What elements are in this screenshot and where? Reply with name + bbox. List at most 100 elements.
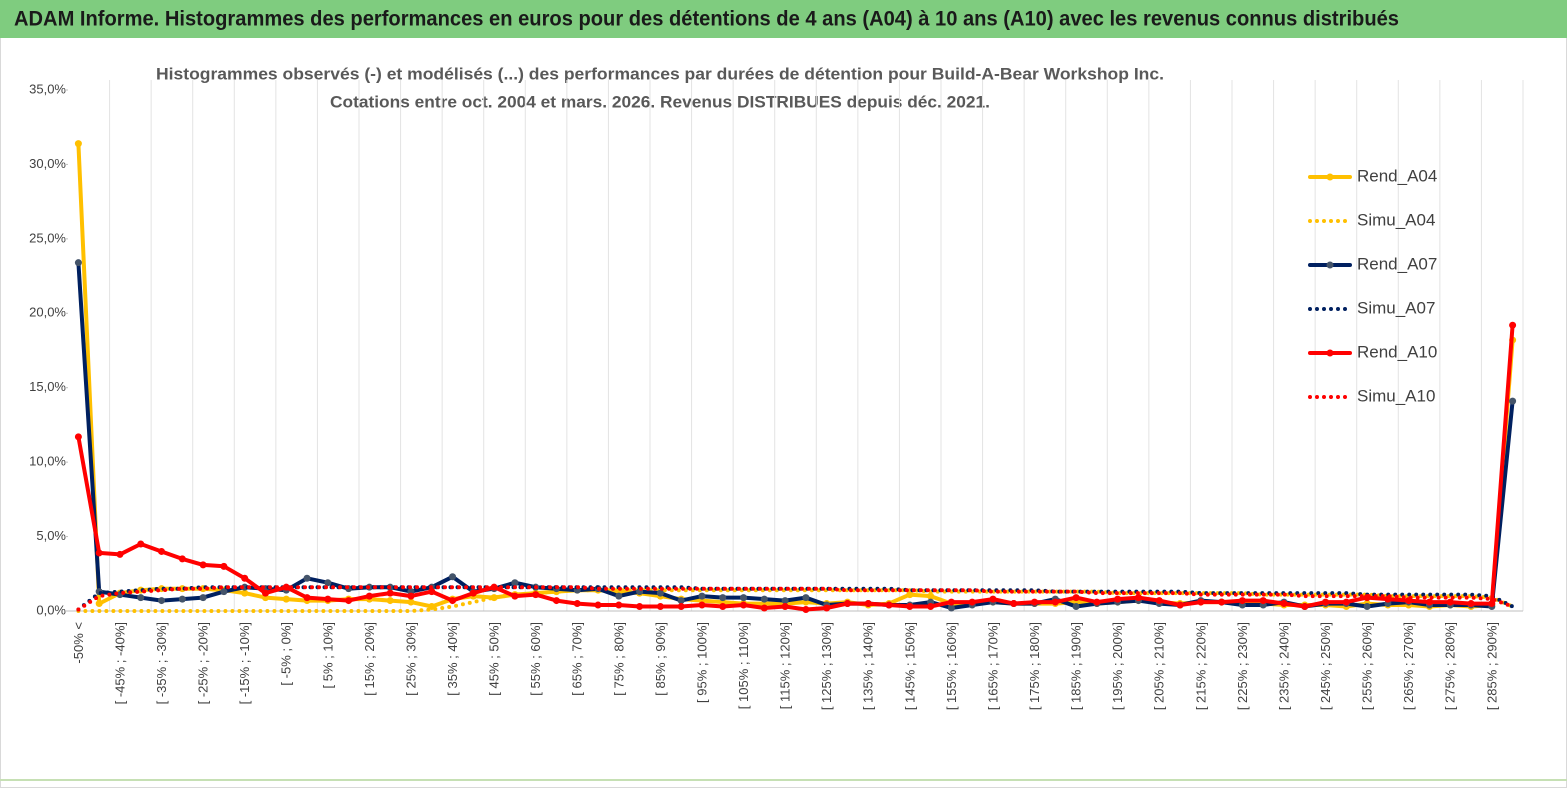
point-marker: [636, 603, 644, 611]
legend-marker: [1326, 173, 1334, 181]
point-marker: [95, 600, 103, 608]
point-marker: [1072, 603, 1080, 611]
point-marker: [906, 591, 914, 599]
point-marker: [615, 601, 623, 609]
point-marker: [1322, 598, 1330, 606]
point-marker: [365, 592, 373, 600]
x-tick-label: [ 205% ; 210%]: [1152, 622, 1167, 710]
point-marker: [947, 604, 955, 612]
point-marker: [1342, 598, 1350, 606]
x-tick-label: [ 95% ; 100%]: [694, 622, 709, 703]
point-marker: [781, 597, 789, 605]
point-marker: [719, 594, 727, 602]
observed-line: [76, 323, 1515, 612]
y-tick-label: 20,0%: [29, 305, 66, 320]
point-marker: [698, 601, 706, 609]
point-marker: [1238, 597, 1246, 605]
point-marker: [1467, 600, 1475, 608]
legend-marker: [1326, 349, 1334, 357]
point-marker: [1363, 603, 1371, 611]
point-marker: [428, 588, 436, 596]
point-marker: [719, 603, 727, 611]
point-marker: [1072, 594, 1080, 602]
point-marker: [1509, 321, 1517, 329]
y-tick-label: 5,0%: [36, 528, 66, 543]
x-tick-label: [ 255% ; 260%]: [1360, 622, 1375, 710]
legend-label: Rend_A04: [1357, 166, 1437, 185]
point-marker: [511, 579, 519, 587]
x-tick-label: [ -5% ; 0%]: [279, 622, 294, 686]
point-marker: [303, 574, 311, 582]
point-marker: [968, 598, 976, 606]
point-marker: [1259, 597, 1267, 605]
legend-label: Rend_A10: [1357, 342, 1437, 361]
x-tick-label: [ 245% ; 250%]: [1318, 622, 1333, 710]
point-marker: [116, 550, 124, 558]
x-tick-label: [ 35% ; 40%]: [445, 622, 460, 696]
point-marker: [677, 603, 685, 611]
point-marker: [511, 592, 519, 600]
point-marker: [241, 574, 249, 582]
x-tick-label: [ 185% ; 190%]: [1069, 622, 1084, 710]
point-marker: [1509, 397, 1517, 405]
chart-subtitle: Cotations entre oct. 2004 et mars. 2026.…: [330, 92, 990, 111]
point-marker: [1155, 597, 1163, 605]
x-tick-label: [ 235% ; 240%]: [1276, 622, 1291, 710]
point-marker: [1031, 598, 1039, 606]
point-marker: [449, 597, 457, 605]
x-tick-label: [ 135% ; 140%]: [861, 622, 876, 710]
point-marker: [615, 592, 623, 600]
y-tick-label: 35,0%: [29, 81, 66, 96]
point-marker: [158, 547, 166, 555]
x-tick-label: [ 265% ; 270%]: [1401, 622, 1416, 710]
point-marker: [74, 140, 82, 148]
point-marker: [1301, 603, 1309, 611]
x-tick-label: [ -25% ; -20%]: [196, 622, 211, 704]
point-marker: [927, 592, 935, 600]
point-marker: [1446, 598, 1454, 606]
point-marker: [137, 540, 145, 548]
x-tick-label: [ -15% ; -10%]: [237, 622, 252, 704]
chart-title: Histogrammes observés (-) et modélisés (…: [156, 64, 1164, 83]
point-marker: [199, 594, 207, 602]
point-marker: [345, 597, 353, 605]
x-tick-label: [ 105% ; 110%]: [736, 622, 751, 709]
legend-label: Simu_A07: [1357, 298, 1435, 317]
point-marker: [1425, 598, 1433, 606]
model-line: [76, 588, 1515, 613]
point-marker: [656, 603, 664, 611]
x-tick-label: [ 215% ; 220%]: [1193, 622, 1208, 710]
point-marker: [158, 597, 166, 605]
x-tick-label: [ 125% ; 130%]: [819, 622, 834, 710]
point-marker: [386, 589, 394, 597]
point-marker: [95, 549, 103, 557]
point-marker: [823, 604, 831, 612]
point-marker: [1280, 600, 1288, 608]
x-tick-label: [ 145% ; 150%]: [902, 622, 917, 710]
point-marker: [927, 603, 935, 611]
point-marker: [261, 589, 269, 597]
x-tick-label: [ 195% ; 200%]: [1110, 622, 1125, 710]
point-marker: [885, 601, 893, 609]
x-tick-label: [ 5% ; 10%]: [320, 622, 335, 688]
point-marker: [802, 594, 810, 602]
legend-marker: [1326, 261, 1334, 269]
point-marker: [407, 592, 415, 600]
x-tick-label: [ 275% ; 280%]: [1443, 622, 1458, 710]
y-tick-label: 30,0%: [29, 156, 66, 171]
point-marker: [74, 259, 82, 267]
model-line: [76, 585, 1515, 612]
point-marker: [178, 555, 186, 563]
y-tick-label: 25,0%: [29, 230, 66, 245]
point-marker: [781, 603, 789, 611]
x-tick-label: [ 115% ; 120%]: [778, 622, 793, 709]
point-marker: [1093, 598, 1101, 606]
point-marker: [220, 588, 228, 596]
point-marker: [137, 594, 145, 602]
point-marker: [407, 598, 415, 606]
point-marker: [449, 573, 457, 581]
point-marker: [199, 561, 207, 569]
point-marker: [802, 606, 810, 614]
point-marker: [677, 597, 685, 605]
